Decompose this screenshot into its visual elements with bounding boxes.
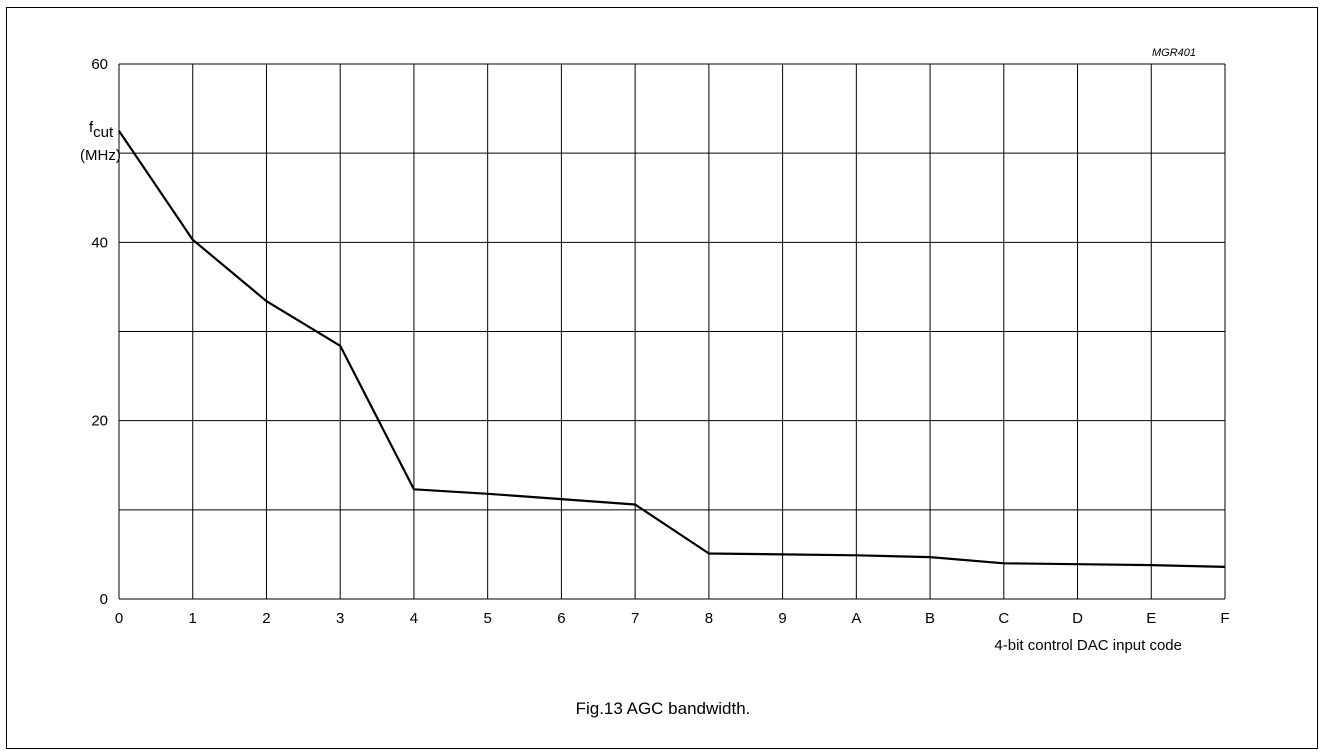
- x-axis-label: 4-bit control DAC input code: [994, 637, 1182, 654]
- figure-caption: Fig.13 AGC bandwidth.: [576, 699, 751, 718]
- figure-frame: [6, 7, 1318, 749]
- x-tick-label: 5: [483, 610, 491, 627]
- y-axis-unit: (MHz): [80, 147, 121, 164]
- y-tick-label: 60: [91, 56, 108, 73]
- y-axis-label-main: f: [89, 119, 94, 136]
- x-tick-label: 0: [115, 610, 123, 627]
- x-tick-label: 1: [189, 610, 197, 627]
- series-layer: [118, 130, 1226, 568]
- x-tick-label: E: [1146, 610, 1156, 627]
- y-tick-label: 40: [91, 234, 108, 251]
- x-tick-label: 7: [631, 610, 639, 627]
- y-tick-label: 20: [91, 413, 108, 430]
- x-tick-label: 9: [778, 610, 786, 627]
- x-tick-label: 3: [336, 610, 344, 627]
- x-tick-label: F: [1220, 610, 1229, 627]
- x-tick-label: A: [851, 610, 861, 627]
- x-tick-label: D: [1072, 610, 1083, 627]
- x-tick-label: 2: [262, 610, 270, 627]
- x-tick-label: 6: [557, 610, 565, 627]
- figure-ref-code: MGR401: [1152, 47, 1196, 59]
- y-tick-label: 0: [100, 591, 108, 608]
- grid: [118, 63, 1226, 600]
- y-axis-label: fcut: [89, 119, 114, 141]
- y-axis-label-sub: cut: [93, 124, 114, 141]
- x-tick-label: 8: [705, 610, 713, 627]
- x-tick-label: 4: [410, 610, 418, 627]
- y-tick-labels: 0 20 40 60: [91, 56, 108, 608]
- x-tick-label: B: [925, 610, 935, 627]
- x-tick-label: C: [998, 610, 1009, 627]
- x-tick-labels: 0 1 2 3 4 5 6 7 8 9 A B C D E F: [115, 610, 1230, 627]
- series-line: [118, 130, 1226, 568]
